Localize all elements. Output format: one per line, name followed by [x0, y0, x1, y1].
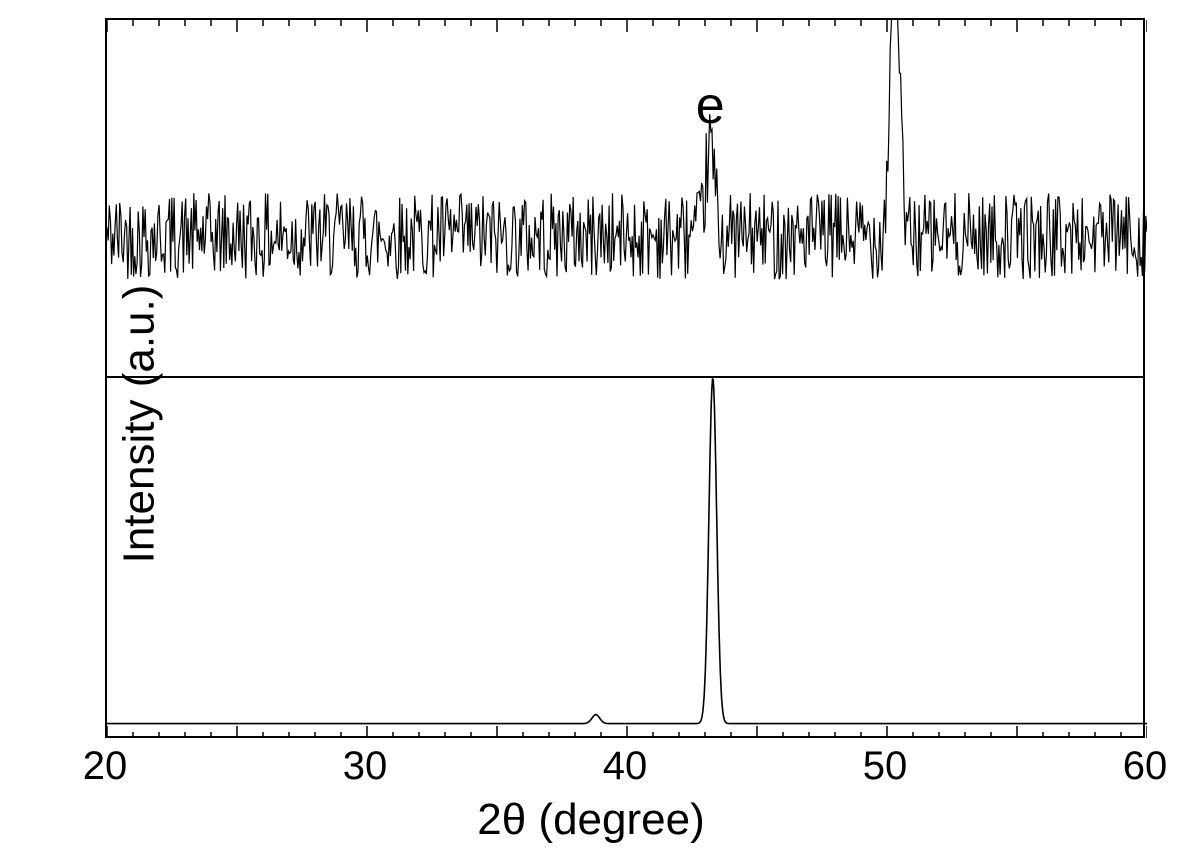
- x-axis-label: 2θ (degree): [477, 795, 704, 845]
- bottom-panel-svg: [107, 378, 1147, 738]
- bottom-inner-ticks: [107, 726, 1147, 738]
- xtick-label: 60: [1123, 744, 1168, 789]
- bottom-xrd-trace: [107, 379, 1147, 724]
- xtick-label: 30: [343, 744, 388, 789]
- peak-label-e: e: [696, 76, 725, 136]
- top-panel-svg: [107, 20, 1147, 380]
- plot-area: ef 2030405060: [105, 18, 1145, 738]
- xtick-label: 40: [603, 744, 648, 789]
- top-inner-ticks: [107, 20, 1147, 32]
- x-axis: 2030405060: [105, 738, 1145, 788]
- xtick-label: 20: [83, 744, 128, 789]
- xrd-figure: Intensity (a.u.) 2θ (degree) ef 20304050…: [0, 0, 1182, 847]
- top-panel: ef: [105, 18, 1145, 378]
- xtick-label: 50: [863, 744, 908, 789]
- bottom-panel: [105, 378, 1145, 738]
- top-xrd-trace: [107, 20, 1147, 279]
